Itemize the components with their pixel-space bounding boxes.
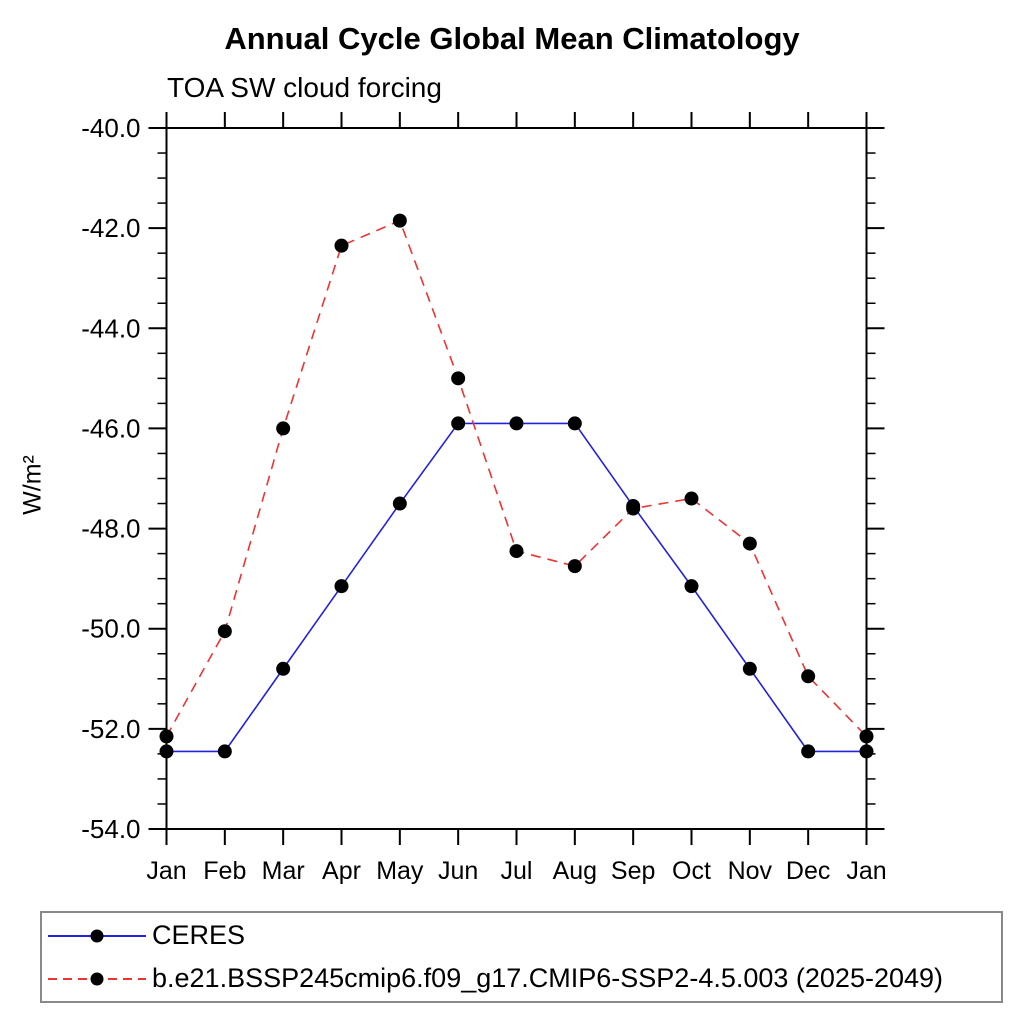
svg-text:-52.0: -52.0 [81, 714, 140, 744]
y-axis-ticks [148, 127, 885, 830]
svg-text:-44.0: -44.0 [81, 313, 140, 343]
series-markers-0 [159, 416, 874, 759]
legend-line-sample-dashed [48, 972, 146, 985]
legend-label-model: b.e21.BSSP245cmip6.f09_g17.CMIP6-SSP2-4.… [152, 963, 944, 993]
svg-text:Sep: Sep [611, 857, 655, 885]
svg-text:Mar: Mar [262, 857, 305, 885]
series-markers-1 [159, 213, 874, 744]
svg-text:Jul: Jul [501, 857, 533, 885]
svg-text:Dec: Dec [786, 857, 830, 885]
svg-text:Aug: Aug [553, 857, 597, 885]
svg-text:-40.0: -40.0 [81, 113, 140, 143]
x-axis-ticks [165, 112, 868, 845]
svg-text:-50.0: -50.0 [81, 614, 140, 644]
svg-text:Oct: Oct [672, 857, 711, 885]
legend-item-ceres: CERES [42, 915, 1001, 956]
svg-text:Apr: Apr [322, 857, 361, 885]
svg-text:-42.0: -42.0 [81, 213, 140, 243]
svg-text:May: May [376, 857, 424, 885]
legend-label-ceres: CERES [152, 920, 246, 950]
svg-text:Nov: Nov [728, 857, 773, 885]
chart-title: Annual Cycle Global Mean Climatology [224, 21, 800, 56]
series-line-1 [165, 219, 868, 737]
y-axis-tick-labels: -40.0 -42.0 -44.0 -46.0 -48.0 -50.0 -52.0 -54.0 [81, 113, 140, 844]
svg-text:Jan: Jan [846, 857, 886, 885]
svg-text:-48.0: -48.0 [81, 514, 140, 544]
svg-text:Jan: Jan [146, 857, 186, 885]
svg-text:-46.0: -46.0 [81, 413, 140, 443]
svg-text:Feb: Feb [203, 857, 246, 885]
legend-line-sample-solid [48, 929, 146, 942]
svg-text:Jun: Jun [438, 857, 478, 885]
x-axis-tick-labels: Jan Feb Mar Apr May Jun Jul Aug Sep Oct Nov Dec Jan [146, 857, 886, 885]
svg-text:-54.0: -54.0 [81, 814, 140, 844]
legend-item-model: b.e21.BSSP245cmip6.f09_g17.CMIP6-SSP2-4.… [42, 958, 1001, 999]
legend: CERES b.e21.BSSP245cmip6.f09_g17.CMIP6-S… [40, 911, 1003, 1003]
chart-subtitle: TOA SW cloud forcing [167, 72, 442, 103]
plot-frame [165, 127, 868, 830]
series-line-0 [166, 422, 867, 753]
